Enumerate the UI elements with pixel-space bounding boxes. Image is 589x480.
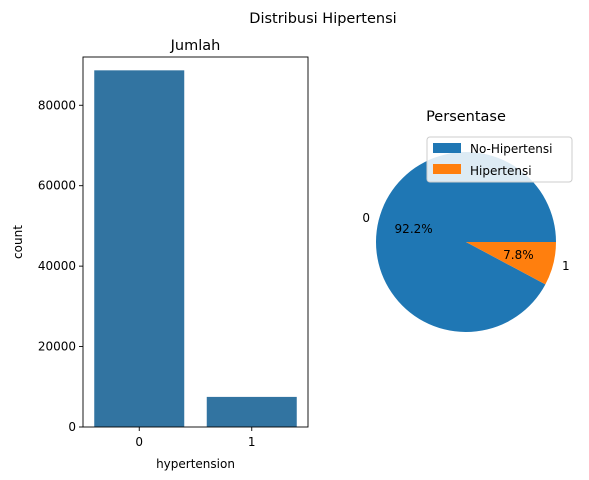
y-axis-label: count xyxy=(11,225,25,259)
pie-slices xyxy=(375,152,556,333)
pie-pct-label-0: 92.2% xyxy=(395,222,433,236)
legend-label-no-hipertensi: No-Hipertensi xyxy=(470,142,552,156)
legend-swatch-no-hipertensi xyxy=(433,143,461,153)
bar-chart-title: Jumlah xyxy=(170,38,221,54)
y-tick-label-20000: 20000 xyxy=(38,340,76,354)
pie-label-1: 1 xyxy=(562,259,570,273)
legend-swatch-hipertensi xyxy=(433,164,461,174)
legend: No-Hipertensi Hipertensi xyxy=(426,136,573,183)
y-tick-label-40000: 40000 xyxy=(38,259,76,273)
y-tick-label-80000: 80000 xyxy=(38,98,76,112)
y-tick-label-60000: 60000 xyxy=(38,179,76,193)
pie-slice-0 xyxy=(375,152,556,333)
pie-labels: 0 92.2% 1 7.8% xyxy=(362,211,569,273)
figure-title: Distribusi Hipertensi xyxy=(249,11,396,27)
bar-1 xyxy=(206,396,297,427)
pie-chart-title: Persentase xyxy=(426,109,506,125)
pie-label-0: 0 xyxy=(362,211,370,225)
pie-pct-label-1: 7.8% xyxy=(503,248,534,262)
pie-chart: Persentase 0 92.2% 1 7.8% No-Hipertensi Hip… xyxy=(362,109,573,333)
pie-slice-1 xyxy=(466,242,556,285)
x-axis-label: hypertension xyxy=(156,457,235,471)
y-axis-ticks: 0 20000 40000 60000 80000 xyxy=(38,98,83,434)
legend-label-hipertensi: Hipertensi xyxy=(470,164,532,178)
bar-series xyxy=(94,70,297,427)
y-tick-label-0: 0 xyxy=(68,420,76,434)
legend-frame xyxy=(426,136,573,183)
bar-plot-frame xyxy=(82,56,309,428)
x-tick-label-0: 0 xyxy=(135,435,143,449)
bar-0 xyxy=(94,70,185,427)
x-tick-label-1: 1 xyxy=(248,435,256,449)
